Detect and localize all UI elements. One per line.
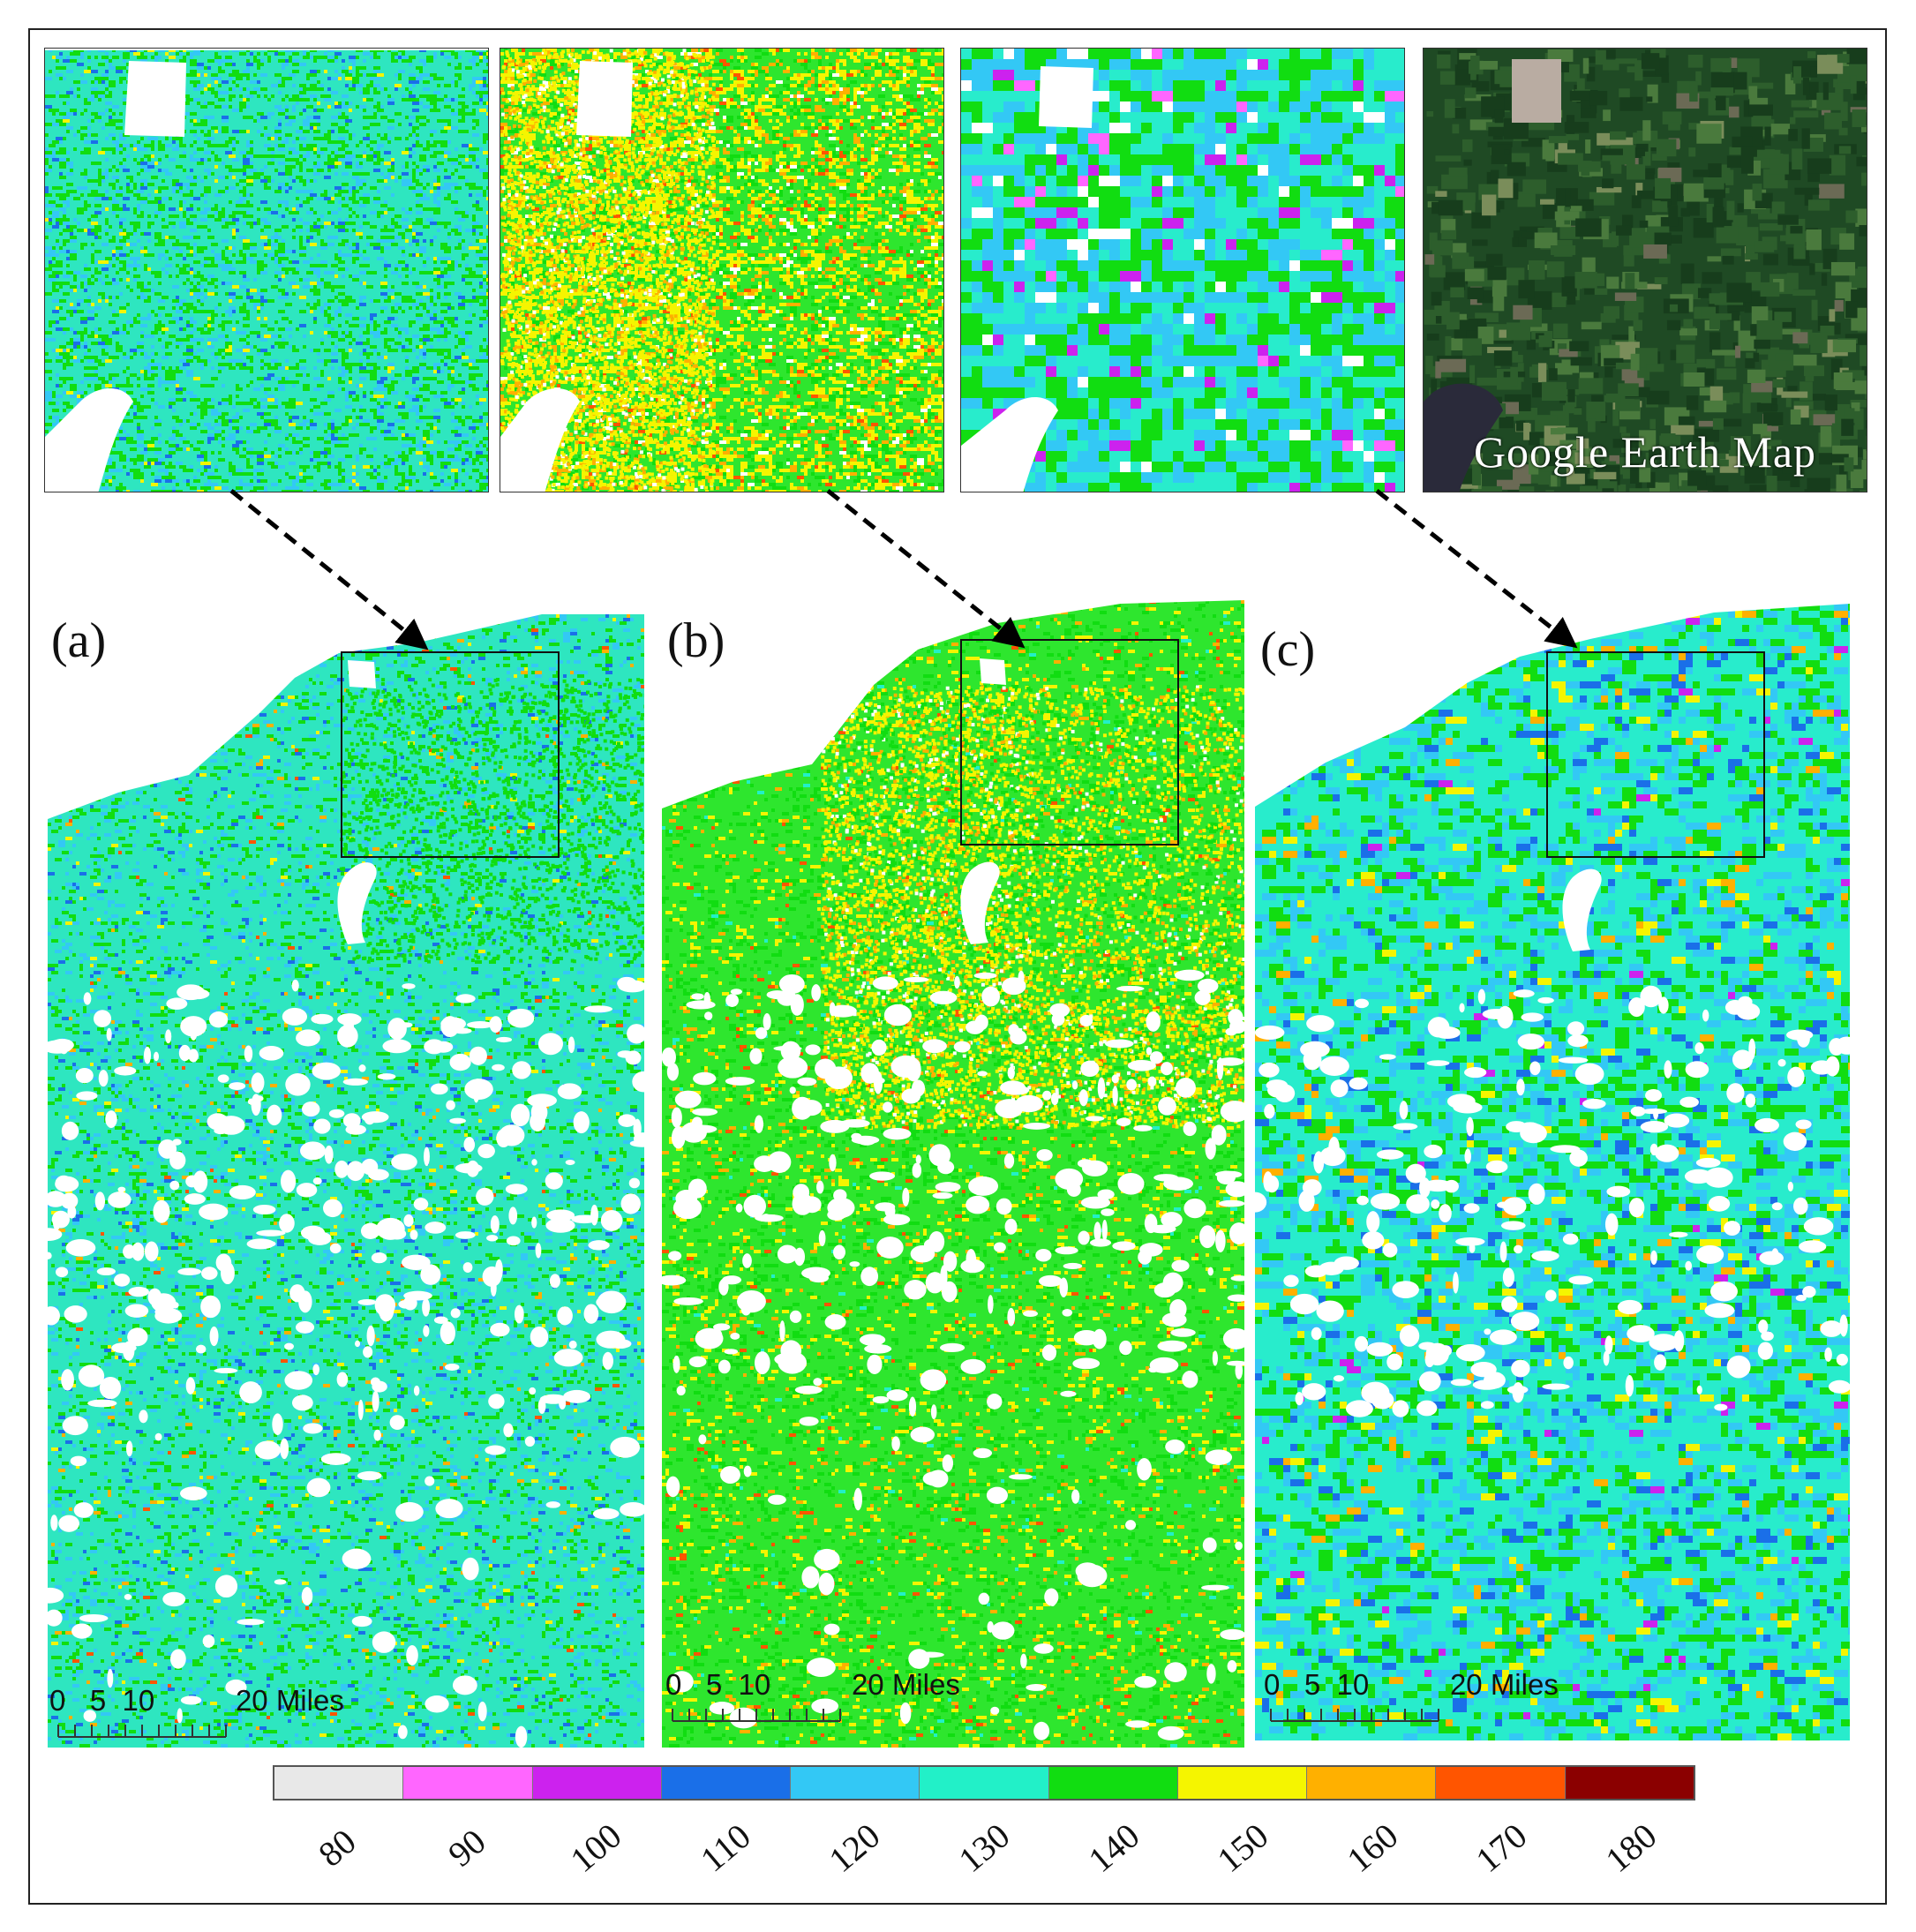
legend-swatch-140 (1048, 1767, 1178, 1799)
google-earth-label: Google Earth Map (1424, 426, 1867, 477)
inset-a (44, 48, 489, 492)
panel-b-map (662, 597, 1244, 1748)
scale-bar-b-text: 0 5 10 20 Miles (665, 1668, 960, 1702)
panel-b-label: (b) (667, 613, 725, 669)
inset-b (500, 48, 944, 492)
scale-bar-a-text: 0 5 10 20 Miles (49, 1684, 344, 1718)
legend-swatch-130 (920, 1767, 1049, 1799)
inset-c-map (961, 49, 1404, 492)
panel-b (662, 597, 1244, 1748)
scale-bar-c-text: 0 5 10 20 Miles (1264, 1668, 1559, 1702)
legend-swatch-90 (403, 1767, 533, 1799)
panel-c (1255, 604, 1850, 1740)
legend-swatch-180 (1565, 1767, 1694, 1799)
panel-a-map (48, 607, 644, 1748)
panel-a-label: (a) (51, 613, 106, 669)
arrow-b (826, 489, 1026, 649)
inset-b-map (500, 49, 943, 492)
inset-c (960, 48, 1405, 492)
inset-a-map (45, 49, 488, 492)
panel-c-label: (c) (1260, 621, 1315, 678)
legend-swatch-80 (274, 1767, 404, 1799)
zoom-box-a (341, 651, 560, 858)
zoom-box-c (1546, 651, 1765, 858)
legend-colorbar (273, 1765, 1695, 1800)
legend-swatch-100 (532, 1767, 662, 1799)
legend-swatch-120 (791, 1767, 920, 1799)
panel-a (48, 607, 644, 1748)
zoom-box-b (960, 639, 1179, 846)
legend-swatch-110 (661, 1767, 792, 1799)
figure-frame (28, 28, 1887, 1905)
legend-swatch-170 (1436, 1767, 1566, 1799)
legend-swatch-160 (1307, 1767, 1437, 1799)
inset-google-earth: Google Earth Map (1423, 48, 1867, 492)
legend-swatch-150 (1177, 1767, 1308, 1799)
google-earth-image (1424, 49, 1867, 492)
arrow-c (1375, 489, 1578, 649)
panel-c-map (1255, 604, 1850, 1740)
arrow-a (229, 489, 429, 650)
